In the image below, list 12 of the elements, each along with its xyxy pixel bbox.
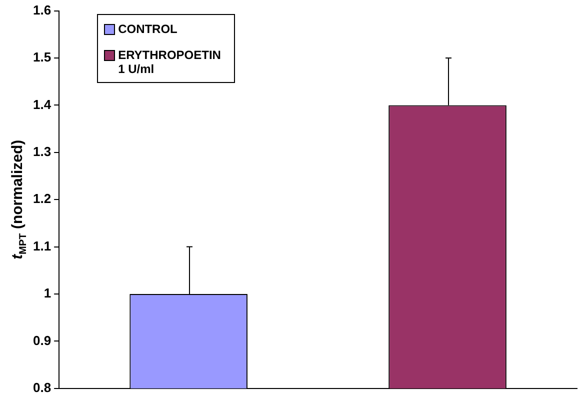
y-tick-label: 1.2	[32, 191, 52, 206]
y-tick-label: 1	[44, 286, 52, 301]
y-tick-label: 1.3	[32, 144, 52, 159]
y-tick-label: 0.8	[32, 380, 52, 395]
y-tick-label: 1.5	[32, 50, 52, 65]
y-axis-title: tMPT (normalized)	[9, 140, 29, 260]
y-tick-label: 1.4	[32, 96, 52, 112]
y-tick-label: 1.6	[32, 2, 52, 18]
legend-label: ERYTHROPOETIN 1 U/ml	[118, 48, 222, 76]
y-tick-label: 0.9	[32, 332, 52, 348]
legend-label: CONTROL	[118, 22, 178, 36]
y-tick-label: 1.1	[32, 238, 52, 254]
